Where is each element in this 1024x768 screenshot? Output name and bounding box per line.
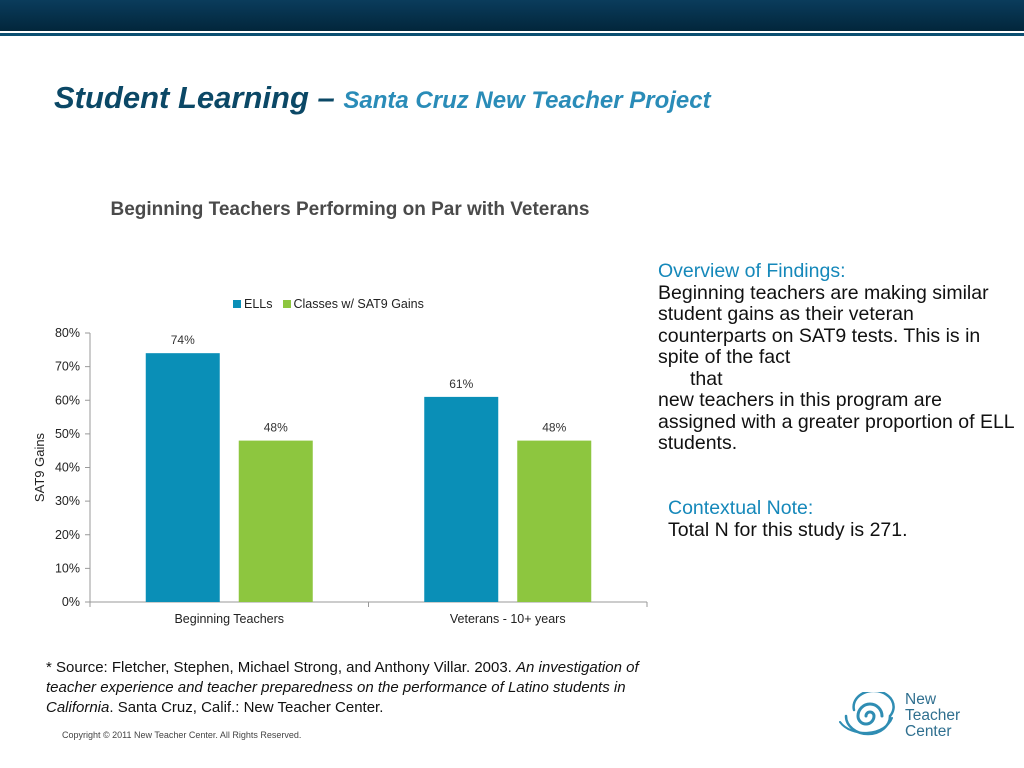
findings-text-2: that bbox=[690, 367, 723, 390]
y-tick-label: 50% bbox=[55, 427, 80, 441]
source-title: An investigation of teacher experience a… bbox=[46, 659, 639, 716]
findings-panel: Overview of Findings: Beginning teachers… bbox=[658, 260, 1018, 455]
swirl-logo-icon bbox=[839, 692, 895, 736]
context-text: Total N for this study is 271. bbox=[668, 518, 908, 541]
bar-ells-0 bbox=[145, 353, 220, 602]
page-title: Student Learning – Santa Cruz New Teache… bbox=[54, 80, 954, 116]
x-tick-label: Beginning Teachers bbox=[174, 612, 284, 626]
y-tick-label: 10% bbox=[55, 561, 80, 575]
logo-line-3: Center bbox=[905, 723, 952, 740]
logo-line-1: New bbox=[905, 691, 937, 708]
findings-text-3: new teachers in this program are assigne… bbox=[658, 389, 1014, 454]
data-label: 74% bbox=[171, 333, 195, 347]
source-suffix: . Santa Cruz, Calif.: New Teacher Center… bbox=[109, 699, 384, 716]
y-tick-label: 0% bbox=[62, 595, 80, 609]
y-tick-label: 20% bbox=[55, 528, 80, 542]
findings-heading: Overview of Findings: bbox=[658, 260, 846, 282]
context-heading: Contextual Note: bbox=[668, 497, 814, 519]
bar-ells-1 bbox=[424, 396, 499, 602]
legend-label-ells: ELLs bbox=[244, 297, 273, 311]
legend-item-ells: ELLs bbox=[233, 297, 273, 311]
source-prefix: * Source: Fletcher, Stephen, Michael Str… bbox=[46, 659, 517, 676]
y-axis-title: SAT9 Gains bbox=[32, 432, 47, 502]
title-subtitle: Santa Cruz New Teacher Project bbox=[343, 87, 711, 114]
y-tick-label: 70% bbox=[55, 360, 80, 374]
copyright-text: Copyright © 2011 New Teacher Center. All… bbox=[62, 730, 302, 740]
x-tick-label: Veterans - 10+ years bbox=[450, 612, 566, 626]
logo-wordmark: New Teacher Center bbox=[905, 692, 1005, 740]
findings-text-1: Beginning teachers are making similar st… bbox=[658, 281, 989, 368]
top-banner bbox=[0, 0, 1024, 31]
data-label: 48% bbox=[264, 421, 288, 435]
data-label: 61% bbox=[449, 377, 473, 391]
y-tick-label: 30% bbox=[55, 494, 80, 508]
legend-swatch-sat9 bbox=[282, 300, 291, 308]
chart-legend: ELLs Classes w/ SAT9 Gains bbox=[233, 297, 424, 311]
chart-title: Beginning Teachers Performing on Par wit… bbox=[110, 199, 590, 220]
bar-sat9-0 bbox=[238, 440, 313, 602]
data-label: 48% bbox=[542, 421, 566, 435]
source-citation: * Source: Fletcher, Stephen, Michael Str… bbox=[46, 658, 686, 718]
legend-label-sat9: Classes w/ SAT9 Gains bbox=[293, 297, 424, 311]
title-main: Student Learning – bbox=[54, 80, 335, 115]
legend-swatch-ells bbox=[233, 300, 241, 308]
y-tick-label: 40% bbox=[55, 461, 80, 475]
top-divider bbox=[0, 33, 1024, 36]
y-tick-label: 80% bbox=[55, 326, 80, 340]
legend-item-sat9: Classes w/ SAT9 Gains bbox=[282, 297, 424, 311]
bar-sat9-1 bbox=[517, 440, 592, 602]
context-note: Contextual Note: Total N for this study … bbox=[668, 497, 918, 541]
y-tick-label: 60% bbox=[55, 393, 80, 407]
logo-line-2: Teacher bbox=[905, 707, 961, 724]
